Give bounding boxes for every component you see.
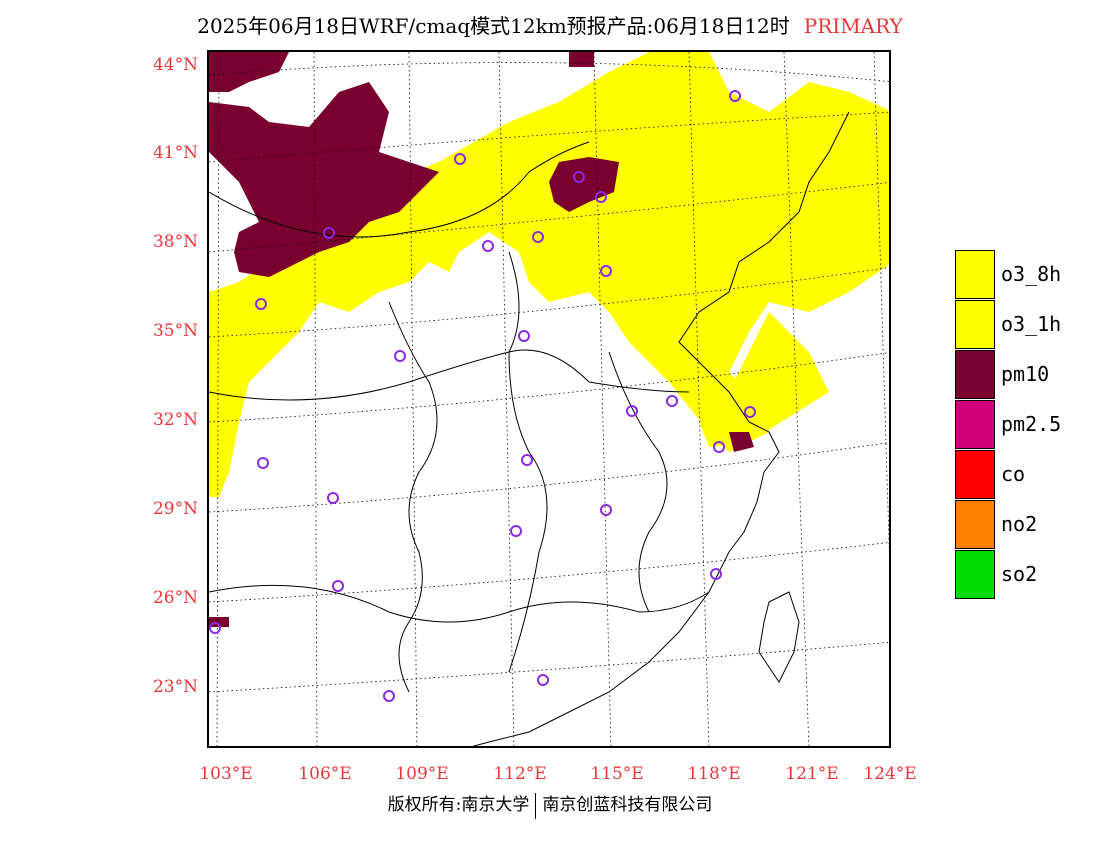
ozone-area-north	[209, 52, 889, 497]
pm10-area-northeast-top	[209, 52, 289, 92]
ozone-area-east	[699, 312, 829, 447]
lat-label-23: 23°N	[152, 677, 198, 697]
boundaries	[209, 111, 850, 746]
legend-label: o3_1h	[1001, 312, 1062, 336]
lon-label-103: 103°E	[199, 764, 253, 784]
legend-item-co: co	[955, 449, 1061, 499]
legend-swatch	[955, 349, 995, 399]
legend-label: no2	[1001, 512, 1038, 536]
title-tag: PRIMARY	[803, 14, 903, 38]
footer-left: 版权所有:南京大学	[387, 795, 530, 815]
legend-item-o3-1h: o3_1h	[955, 299, 1061, 349]
lat-label-38: 38°N	[152, 232, 198, 252]
lat-label-29: 29°N	[152, 499, 198, 519]
footer-right: 南京创蓝科技有限公司	[542, 795, 713, 815]
station-markers	[209, 90, 756, 702]
legend-swatch	[955, 449, 995, 499]
copyright-footer: 版权所有:南京大学 南京创蓝科技有限公司	[0, 790, 1100, 819]
title-text: 2025年06月18日WRF/cmaq模式12km预报产品:06月18日12时	[197, 14, 790, 38]
lon-label-106: 106°E	[298, 764, 352, 784]
lon-label-124: 124°E	[863, 764, 917, 784]
legend-label: pm10	[1001, 362, 1050, 386]
legend-label: o3_8h	[1001, 262, 1062, 286]
pm10-spot-top	[569, 52, 594, 67]
legend-swatch	[955, 499, 995, 549]
lat-label-41: 41°N	[152, 143, 198, 163]
lon-label-118: 118°E	[687, 764, 741, 784]
lat-label-35: 35°N	[152, 321, 198, 341]
lon-label-109: 109°E	[395, 764, 449, 784]
lat-label-44: 44°N	[152, 55, 198, 75]
legend-item-o3-8h: o3_8h	[955, 249, 1061, 299]
lat-label-26: 26°N	[152, 588, 198, 608]
pm10-area-beijing	[549, 157, 619, 212]
legend-swatch	[955, 399, 995, 449]
legend-swatch	[955, 249, 995, 299]
map-title: 2025年06月18日WRF/cmaq模式12km预报产品:06月18日12时 P…	[0, 10, 1100, 39]
legend-item-no2: no2	[955, 499, 1061, 549]
legend-item-pm25: pm2.5	[955, 399, 1061, 449]
lon-label-121: 121°E	[785, 764, 839, 784]
legend-label: pm2.5	[1001, 412, 1062, 436]
pm10-area-northwest	[209, 82, 439, 277]
legend-swatch	[955, 299, 995, 349]
lat-label-32: 32°N	[152, 410, 198, 430]
ozone-area-northeast	[809, 114, 889, 282]
footer-divider	[535, 792, 537, 819]
graticule	[209, 52, 889, 746]
map-panel	[207, 50, 891, 748]
lon-label-112: 112°E	[493, 764, 547, 784]
pm10-spot-shanghai	[729, 432, 754, 452]
legend-label: so2	[1001, 562, 1038, 586]
legend-item-pm10: pm10	[955, 349, 1061, 399]
legend-label: co	[1001, 462, 1026, 486]
legend: o3_8h o3_1h pm10 pm2.5 co no2 so2	[955, 249, 1061, 599]
pollutant-map	[209, 52, 889, 746]
lon-label-115: 115°E	[590, 764, 644, 784]
pm10-spot-west	[209, 617, 229, 627]
legend-swatch	[955, 549, 995, 599]
legend-item-so2: so2	[955, 549, 1061, 599]
